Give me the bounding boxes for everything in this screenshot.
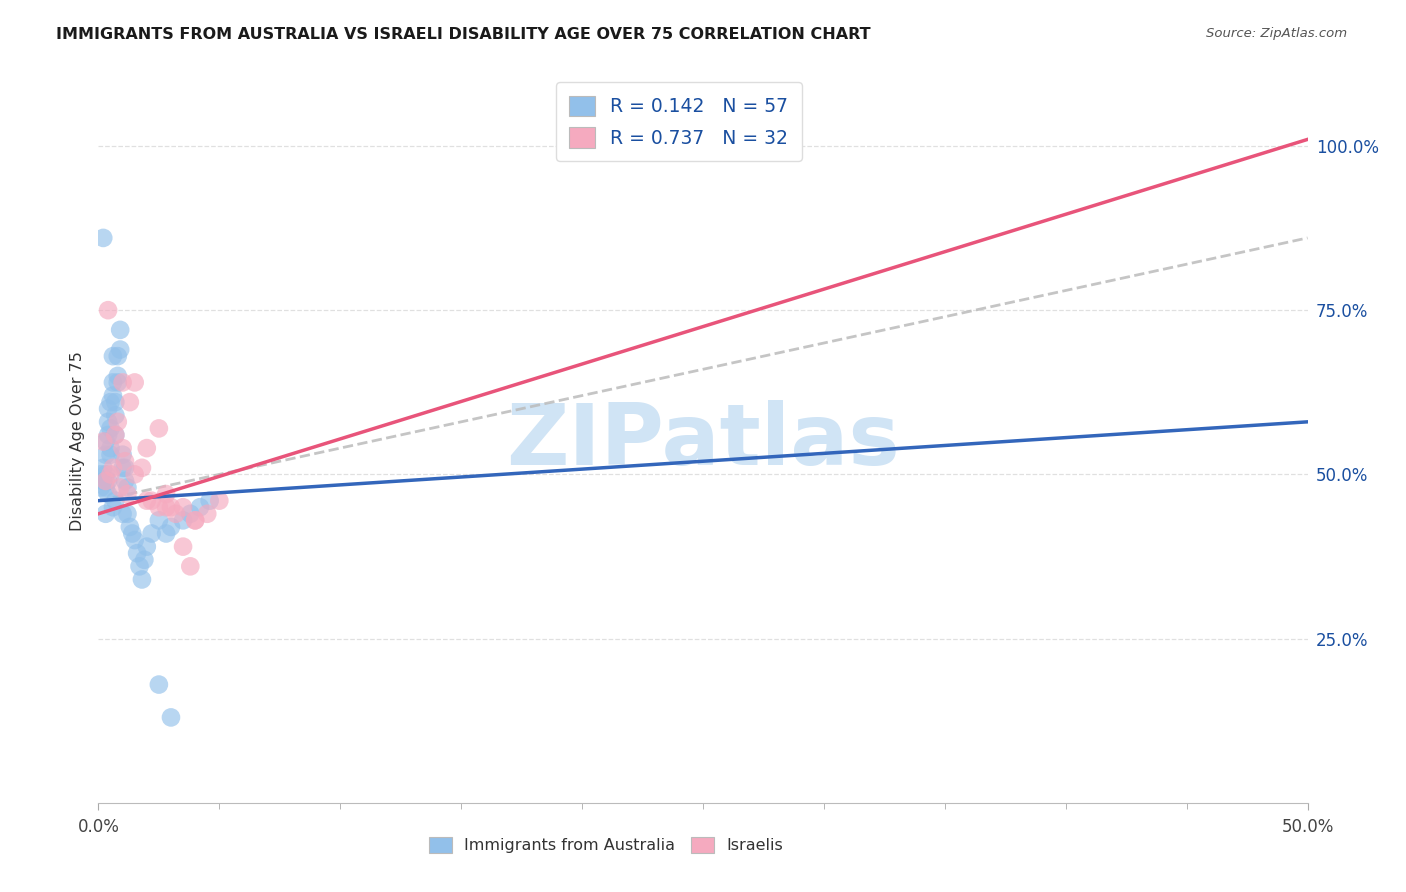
Point — [155, 487, 177, 501]
Point — [208, 493, 231, 508]
Point — [100, 467, 122, 482]
Point — [117, 487, 139, 501]
Point — [160, 710, 183, 724]
Point — [97, 428, 120, 442]
Point — [97, 415, 120, 429]
Point — [114, 454, 136, 468]
Point — [104, 428, 127, 442]
Point — [111, 460, 134, 475]
Point — [131, 460, 153, 475]
Point — [97, 401, 120, 416]
Point — [94, 474, 117, 488]
Point — [188, 500, 211, 515]
Point — [90, 467, 112, 482]
Point — [148, 513, 170, 527]
Point — [91, 231, 114, 245]
Point — [104, 493, 127, 508]
Point — [155, 526, 177, 541]
Point — [104, 409, 127, 423]
Point — [148, 677, 170, 691]
Point — [135, 441, 157, 455]
Point — [101, 500, 124, 515]
Point — [101, 376, 124, 390]
Point — [107, 349, 129, 363]
Point — [124, 376, 146, 390]
Point — [97, 487, 120, 501]
Point — [111, 376, 134, 390]
Point — [141, 493, 163, 508]
Point — [94, 507, 117, 521]
Point — [91, 474, 114, 488]
Y-axis label: Disability Age Over 75: Disability Age Over 75 — [69, 351, 84, 532]
Point — [97, 303, 120, 318]
Point — [90, 481, 112, 495]
Point — [94, 467, 117, 482]
Point — [131, 573, 153, 587]
Text: IMMIGRANTS FROM AUSTRALIA VS ISRAELI DISABILITY AGE OVER 75 CORRELATION CHART: IMMIGRANTS FROM AUSTRALIA VS ISRAELI DIS… — [56, 27, 870, 42]
Point — [114, 474, 136, 488]
Point — [155, 500, 177, 515]
Point — [111, 507, 134, 521]
Point — [172, 500, 194, 515]
Point — [91, 460, 114, 475]
Point — [101, 388, 124, 402]
Point — [108, 323, 131, 337]
Point — [111, 448, 134, 462]
Point — [100, 421, 122, 435]
Point — [134, 553, 156, 567]
Point — [108, 481, 131, 495]
Point — [179, 559, 201, 574]
Point — [107, 376, 129, 390]
Point — [118, 520, 141, 534]
Point — [179, 507, 201, 521]
Text: ZIPatlas: ZIPatlas — [506, 400, 900, 483]
Point — [148, 421, 170, 435]
Point — [184, 513, 207, 527]
Point — [114, 460, 136, 475]
Point — [94, 448, 117, 462]
Point — [111, 441, 134, 455]
Point — [124, 533, 146, 547]
Point — [101, 460, 124, 475]
Point — [94, 434, 117, 449]
Point — [97, 474, 120, 488]
Point — [124, 467, 146, 482]
Point — [117, 481, 139, 495]
Point — [117, 507, 139, 521]
Point — [160, 500, 183, 515]
Point — [100, 395, 122, 409]
Point — [100, 448, 122, 462]
Point — [172, 513, 194, 527]
Point — [160, 520, 183, 534]
Point — [165, 507, 187, 521]
Point — [94, 481, 117, 495]
Point — [172, 540, 194, 554]
Point — [107, 368, 129, 383]
Text: Source: ZipAtlas.com: Source: ZipAtlas.com — [1206, 27, 1347, 40]
Point — [141, 526, 163, 541]
Point — [104, 395, 127, 409]
Point — [127, 546, 149, 560]
Point — [195, 507, 218, 521]
Point — [135, 540, 157, 554]
Point — [198, 493, 221, 508]
Point — [148, 500, 170, 515]
Point — [118, 395, 141, 409]
Point — [101, 349, 124, 363]
Point — [100, 441, 122, 455]
Point — [128, 559, 150, 574]
Point — [107, 415, 129, 429]
Point — [184, 513, 207, 527]
Legend: Immigrants from Australia, Israelis: Immigrants from Australia, Israelis — [423, 830, 790, 860]
Point — [135, 493, 157, 508]
Point — [91, 434, 114, 449]
Point — [108, 343, 131, 357]
Point — [104, 428, 127, 442]
Point — [121, 526, 143, 541]
